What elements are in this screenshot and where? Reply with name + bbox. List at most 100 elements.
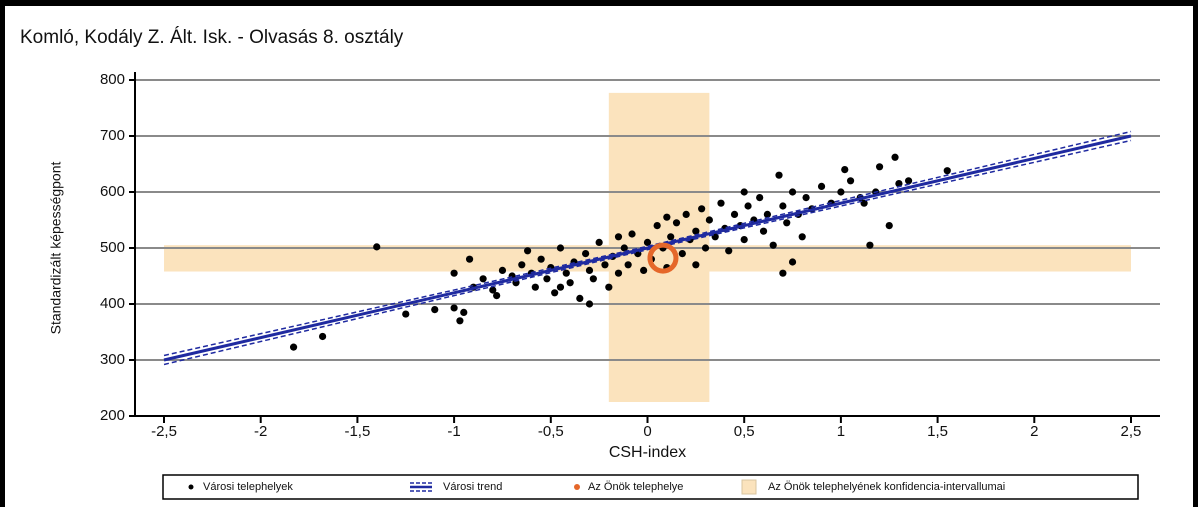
- legend-marker: [741, 479, 757, 495]
- data-point: [614, 233, 623, 241]
- data-point: [595, 238, 603, 246]
- data-point: [460, 308, 468, 316]
- y-tick-label: 800: [100, 71, 125, 88]
- data-point: [798, 233, 806, 241]
- data-point: [489, 286, 497, 294]
- x-tick-label: -1: [447, 423, 460, 440]
- legend-marker: [574, 484, 580, 490]
- legend-label: Városi trend: [443, 481, 502, 493]
- data-point: [537, 255, 545, 263]
- x-tick-label: 2: [1030, 423, 1038, 440]
- y-tick-label: 600: [100, 183, 125, 200]
- own-site: [647, 242, 679, 274]
- data-point: [601, 261, 609, 269]
- legend-label: Városi telephelyek: [203, 481, 293, 493]
- data-point: [318, 332, 327, 341]
- data-point: [846, 177, 855, 185]
- chart-title: Komló, Kodály Z. Ált. Isk. - Olvasás 8. …: [20, 27, 404, 48]
- x-tick-label: 1: [837, 423, 845, 440]
- y-tick-label: 700: [100, 127, 125, 144]
- data-point: [465, 255, 474, 263]
- data-point: [756, 194, 764, 202]
- data-point: [885, 222, 893, 230]
- data-point: [289, 343, 298, 351]
- data-point: [730, 210, 739, 218]
- x-tick-label: -2,5: [151, 423, 177, 440]
- data-point: [895, 180, 903, 188]
- data-point: [692, 227, 700, 235]
- data-point: [759, 227, 768, 235]
- data-point: [556, 244, 565, 252]
- x-tick-label: -2: [254, 423, 267, 440]
- x-tick-label: 0,5: [734, 423, 755, 440]
- data-point: [891, 153, 899, 161]
- data-point: [717, 199, 725, 207]
- data-point: [556, 283, 565, 291]
- data-point: [479, 275, 487, 283]
- data-point: [866, 241, 874, 249]
- data-point: [373, 243, 381, 251]
- data-point: [779, 202, 787, 210]
- data-point: [402, 310, 410, 318]
- data-point: [518, 261, 526, 269]
- data-point: [431, 306, 439, 314]
- data-point: [450, 269, 458, 277]
- data-point: [585, 266, 594, 274]
- data-point: [628, 230, 636, 238]
- data-point: [624, 261, 632, 269]
- data-point: [817, 182, 826, 190]
- data-point: [585, 300, 594, 308]
- data-point: [667, 233, 675, 241]
- y-tick-label: 200: [100, 407, 125, 424]
- data-point: [531, 283, 539, 291]
- data-point: [837, 188, 845, 196]
- y-tick-label: 500: [100, 239, 125, 256]
- data-point: [663, 213, 671, 221]
- trend-ci-upper: [163, 130, 1132, 357]
- data-point: [678, 250, 686, 258]
- data-point: [643, 238, 652, 246]
- x-tick-label: -1,5: [344, 423, 370, 440]
- data-point: [788, 258, 797, 266]
- data-point: [493, 292, 501, 300]
- data-point: [904, 177, 913, 185]
- x-tick-label: -0,5: [538, 423, 564, 440]
- data-point: [582, 250, 590, 258]
- data-point: [456, 317, 464, 325]
- data-point: [779, 269, 787, 277]
- legend-marker: [188, 484, 194, 490]
- trend-ci-lower: [163, 139, 1132, 366]
- legend-label: Az Önök telephelyének konfidencia-interv…: [768, 481, 1005, 493]
- x-axis-label: CSH-index: [609, 444, 686, 461]
- data-point: [763, 210, 772, 218]
- x-tick-label: 0: [643, 423, 651, 440]
- y-tick-label: 300: [100, 351, 125, 368]
- data-point: [682, 210, 690, 218]
- data-point: [640, 266, 648, 274]
- data-point: [943, 167, 951, 175]
- data-point: [802, 194, 810, 202]
- data-point: [701, 244, 710, 252]
- data-point: [875, 163, 884, 171]
- data-point: [543, 275, 551, 283]
- data-point: [692, 261, 700, 269]
- legend-box: [162, 474, 1139, 500]
- x-tick-label: 2,5: [1121, 423, 1142, 440]
- data-point: [620, 244, 628, 252]
- data-point: [562, 269, 570, 277]
- data-point: [605, 283, 613, 291]
- data-point: [551, 289, 559, 297]
- data-point: [769, 241, 777, 249]
- trend-line: [163, 134, 1132, 362]
- data-point: [614, 269, 623, 277]
- data-point: [740, 236, 748, 244]
- data-point: [589, 275, 597, 283]
- data-point: [788, 188, 797, 196]
- y-axis-label: Standardizált képességpont: [48, 162, 64, 335]
- data-point: [672, 219, 681, 227]
- legend-label: Az Önök telephelye: [588, 481, 683, 493]
- data-point: [775, 171, 783, 179]
- data-point: [450, 304, 458, 312]
